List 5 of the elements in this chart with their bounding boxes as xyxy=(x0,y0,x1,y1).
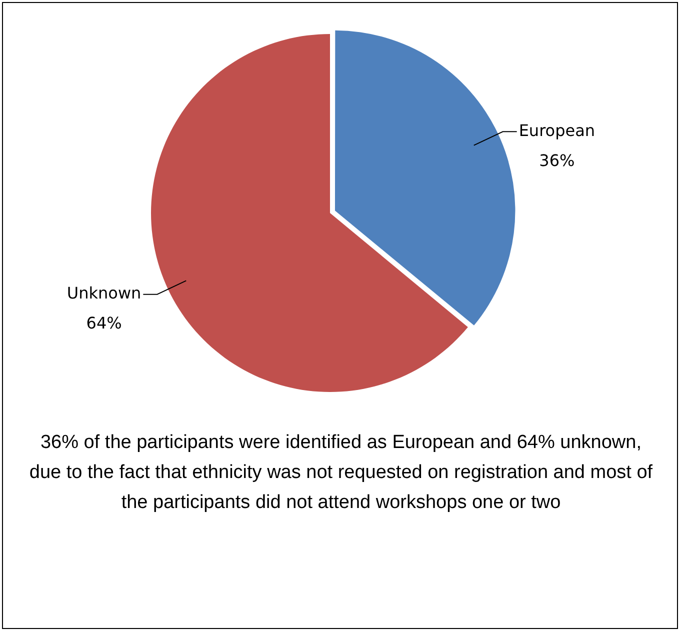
data-label: 36% xyxy=(539,150,575,170)
text: 36% of the participants were identified as European and 64% unknown, due to the fact that ethnicity was not requested on registration and most of the participants did not attend workshops one or two xyxy=(28,431,654,515)
slice-label: European xyxy=(518,120,596,140)
slice-label: Unknown xyxy=(66,283,142,302)
data-label: 64% xyxy=(86,313,122,332)
